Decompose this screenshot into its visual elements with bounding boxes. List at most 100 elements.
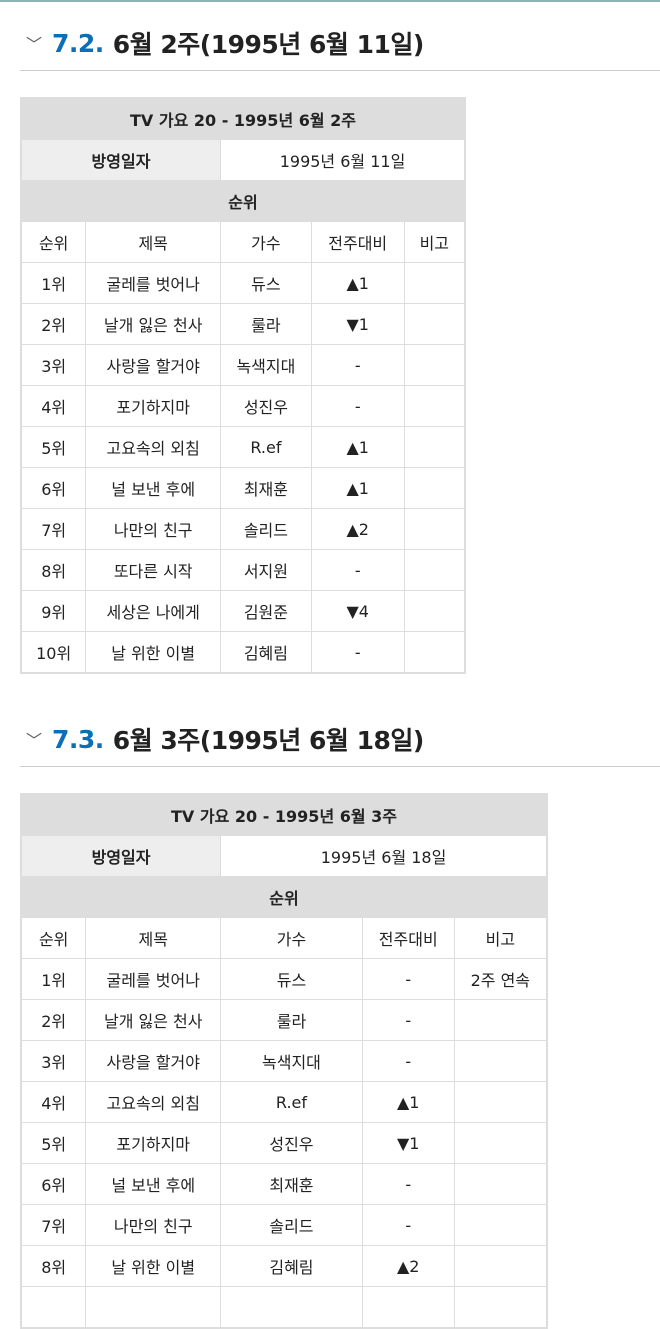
table-cell: 1위 — [20, 262, 87, 304]
table-cell: 룰라 — [220, 999, 363, 1041]
table-cell: 김혜림 — [220, 631, 312, 674]
air-date-value: 1995년 6월 18일 — [220, 835, 548, 877]
table-cell: 날 위한 이별 — [85, 1245, 222, 1287]
section-heading-7-3[interactable]: ﹀ 7.3. 6월 3주(1995년 6월 18일) — [20, 724, 660, 767]
table-cell — [403, 344, 466, 386]
table-cell — [220, 1286, 363, 1329]
table-cell: 8위 — [20, 1245, 87, 1287]
table-row: 6위 널 보낸 후에 최재훈 - — [20, 1163, 548, 1205]
table-cell: 4위 — [20, 1081, 87, 1123]
table-cell: 굴레를 벗어나 — [85, 958, 222, 1000]
chevron-down-icon[interactable]: ﹀ — [26, 35, 43, 54]
section-number[interactable]: 7.3. — [52, 724, 104, 754]
table-cell: 성진우 — [220, 385, 312, 427]
table-cell — [453, 1204, 548, 1246]
column-header: 제목 — [85, 917, 222, 959]
section-heading-7-2[interactable]: ﹀ 7.2. 6월 2주(1995년 6월 11일) — [20, 28, 660, 71]
table-cell — [453, 999, 548, 1041]
column-header: 전주대비 — [310, 221, 405, 263]
table-cell: R.ef — [220, 426, 312, 468]
table-cell: 녹색지대 — [220, 344, 312, 386]
table-row: 5위 포기하지마 성진우 ▼1 — [20, 1122, 548, 1164]
table-cell: ▲2 — [361, 1245, 455, 1287]
table-row: 9위 세상은 나에게 김원준 ▼4 — [20, 590, 466, 632]
table-cell: 3위 — [20, 344, 87, 386]
column-header: 제목 — [85, 221, 221, 263]
section-title: 6월 2주(1995년 6월 11일) — [112, 30, 425, 59]
table-cell: ▲2 — [310, 508, 405, 550]
table-cell — [85, 1286, 222, 1329]
table-cell: 포기하지마 — [85, 1122, 222, 1164]
column-header: 순위 — [20, 917, 87, 959]
table-row: 8위 날 위한 이별 김혜림 ▲2 — [20, 1245, 548, 1287]
table-cell — [453, 1122, 548, 1164]
table-cell: 김원준 — [220, 590, 312, 632]
table-cell — [361, 1286, 455, 1329]
column-header-row: 순위 제목 가수 전주대비 비고 — [20, 221, 466, 263]
table-cell — [403, 467, 466, 509]
table-cell: - — [361, 1163, 455, 1205]
table-cell: - — [361, 958, 455, 1000]
table-row: 3위 사랑을 할거야 녹색지대 - — [20, 1040, 548, 1082]
table-cell: ▼4 — [310, 590, 405, 632]
table-cell — [453, 1163, 548, 1205]
table-cell: 2위 — [20, 303, 87, 345]
table-cell: ▲1 — [310, 262, 405, 304]
table-cell — [403, 549, 466, 591]
table-cell: 날 위한 이별 — [85, 631, 221, 674]
table-cell — [403, 262, 466, 304]
table-cell: 듀스 — [220, 958, 363, 1000]
table-cell: 날개 잃은 천사 — [85, 303, 221, 345]
table-cell: 6위 — [20, 1163, 87, 1205]
table-row: 1위 굴레를 벗어나 듀스 ▲1 — [20, 262, 466, 304]
table-cell — [403, 590, 466, 632]
table-cell: - — [361, 1204, 455, 1246]
column-header: 비고 — [453, 917, 548, 959]
air-date-label: 방영일자 — [20, 139, 221, 181]
table-cell: 5위 — [20, 1122, 87, 1164]
table-row: 5위 고요속의 외침 R.ef ▲1 — [20, 426, 466, 468]
section-title: 6월 3주(1995년 6월 18일) — [112, 726, 425, 755]
table-cell: - — [310, 385, 405, 427]
column-header: 비고 — [403, 221, 466, 263]
table-row: 7위 나만의 친구 솔리드 - — [20, 1204, 548, 1246]
rank-header: 순위 — [20, 180, 466, 222]
table-row — [20, 1286, 548, 1329]
table-cell — [403, 508, 466, 550]
table-cell: R.ef — [220, 1081, 363, 1123]
table-cell: 1위 — [20, 958, 87, 1000]
table-caption: TV 가요 20 - 1995년 6월 2주 — [20, 97, 466, 140]
table-cell: 최재훈 — [220, 1163, 363, 1205]
table-row: 4위 포기하지마 성진우 - — [20, 385, 466, 427]
table-cell: 또다른 시작 — [85, 549, 221, 591]
table-cell: 솔리드 — [220, 1204, 363, 1246]
column-header: 가수 — [220, 221, 312, 263]
table-cell: 서지원 — [220, 549, 312, 591]
air-date-label: 방영일자 — [20, 835, 222, 877]
table-cell: - — [310, 631, 405, 674]
column-header-row: 순위 제목 가수 전주대비 비고 — [20, 917, 548, 959]
table-cell: 굴레를 벗어나 — [85, 262, 221, 304]
table-cell: 나만의 친구 — [85, 1204, 222, 1246]
top-divider — [0, 0, 660, 2]
column-header: 순위 — [20, 221, 87, 263]
table-cell — [403, 303, 466, 345]
table-cell: 사랑을 할거야 — [85, 1040, 222, 1082]
table-row: 2위 날개 잃은 천사 룰라 - — [20, 999, 548, 1041]
section-number[interactable]: 7.2. — [52, 28, 104, 58]
chevron-down-icon[interactable]: ﹀ — [26, 731, 43, 750]
table-caption: TV 가요 20 - 1995년 6월 3주 — [20, 793, 548, 836]
table-cell — [453, 1245, 548, 1287]
table-row: 10위 날 위한 이별 김혜림 - — [20, 631, 466, 674]
air-date-value: 1995년 6월 11일 — [220, 139, 466, 181]
table-cell — [403, 426, 466, 468]
table-cell: ▼1 — [361, 1122, 455, 1164]
table-cell: 2위 — [20, 999, 87, 1041]
table-cell — [20, 1286, 87, 1329]
column-header: 가수 — [220, 917, 363, 959]
table-cell: 9위 — [20, 590, 87, 632]
table-cell — [453, 1040, 548, 1082]
table-cell: 룰라 — [220, 303, 312, 345]
table-cell: - — [310, 549, 405, 591]
